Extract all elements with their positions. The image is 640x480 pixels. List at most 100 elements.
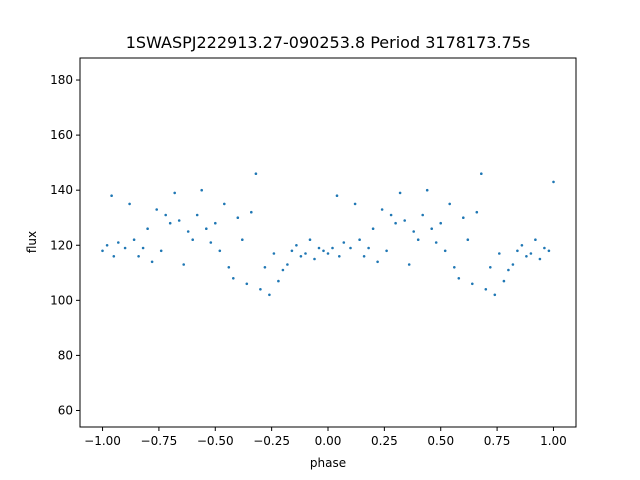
data-point — [507, 268, 510, 272]
data-point — [498, 252, 501, 255]
data-point — [448, 202, 452, 206]
data-point — [317, 246, 321, 250]
x-tick-label: 0.00 — [315, 434, 342, 448]
data-point — [462, 216, 465, 219]
data-point — [281, 268, 285, 272]
data-point — [227, 266, 231, 269]
data-point — [313, 257, 316, 261]
data-point — [525, 254, 528, 258]
data-point — [338, 254, 341, 258]
data-point — [186, 230, 190, 233]
data-point — [358, 238, 361, 241]
data-point — [250, 210, 253, 214]
data-point — [326, 252, 330, 255]
y-tick-label: 160 — [50, 128, 73, 142]
y-axis-label: flux — [25, 231, 39, 253]
data-point — [484, 288, 488, 291]
data-point — [335, 194, 339, 197]
data-point — [101, 249, 104, 253]
data-point — [480, 172, 483, 175]
data-point — [205, 227, 208, 230]
data-point — [286, 263, 289, 266]
data-point — [534, 238, 537, 241]
data-point — [416, 238, 420, 241]
data-point — [277, 279, 280, 283]
data-point — [110, 194, 113, 197]
x-tick-label: −0.25 — [253, 434, 290, 448]
data-point — [254, 172, 258, 175]
data-point — [232, 277, 235, 280]
data-point — [371, 227, 375, 230]
data-point — [331, 246, 334, 250]
data-point — [299, 254, 303, 258]
chart-title: 1SWASPJ222913.27-090253.8 Period 3178173… — [126, 33, 531, 52]
data-point — [362, 254, 366, 258]
data-point — [168, 221, 172, 225]
data-point — [272, 252, 276, 255]
data-point — [421, 213, 425, 217]
data-point — [123, 246, 127, 250]
x-axis-label: phase — [310, 456, 346, 470]
data-point — [367, 246, 370, 250]
y-tick-label: 180 — [50, 73, 73, 87]
data-point — [342, 241, 346, 244]
data-point — [543, 246, 546, 250]
data-point — [453, 266, 456, 269]
data-point — [412, 230, 416, 233]
data-point — [223, 202, 226, 206]
data-point — [159, 249, 163, 253]
data-point — [394, 221, 397, 225]
y-tick-label: 140 — [50, 183, 73, 197]
data-point — [434, 241, 438, 244]
data-point — [146, 227, 149, 230]
y-tick-label: 100 — [50, 293, 73, 307]
data-point — [195, 213, 199, 217]
data-point — [191, 238, 194, 241]
data-point — [182, 263, 185, 266]
x-tick-label: −0.75 — [141, 434, 178, 448]
data-point — [516, 249, 519, 253]
data-point — [137, 254, 140, 258]
x-tick-label: 0.50 — [427, 434, 454, 448]
data-point — [403, 219, 407, 222]
data-point — [353, 202, 357, 206]
y-tick-label: 60 — [58, 403, 73, 417]
data-point — [529, 252, 533, 255]
data-point — [475, 210, 479, 214]
data-point — [164, 213, 167, 217]
data-point — [376, 260, 379, 264]
y-tick-label: 120 — [50, 238, 73, 252]
data-point — [430, 227, 434, 230]
data-point — [466, 238, 470, 241]
data-point — [538, 257, 542, 261]
data-point — [155, 208, 158, 211]
data-point — [173, 191, 176, 195]
data-point — [141, 246, 145, 250]
data-point — [236, 216, 240, 219]
x-axis: −1.00 −0.75 −0.50 −0.25 0.00 0.25 0.50 0.75 1.00 — [84, 427, 567, 448]
data-point — [150, 260, 154, 264]
data-point — [407, 263, 411, 266]
data-point — [209, 241, 213, 244]
data-point — [214, 221, 217, 225]
data-point — [380, 208, 384, 211]
data-point — [471, 282, 474, 286]
data-point — [304, 252, 307, 255]
data-point — [398, 191, 402, 195]
data-point — [502, 279, 506, 283]
data-point — [489, 266, 492, 269]
y-axis: 60 80 100 120 140 160 180 — [50, 73, 80, 417]
data-point — [200, 188, 203, 192]
data-point — [105, 244, 109, 247]
data-point — [241, 238, 244, 241]
data-point — [218, 249, 222, 253]
x-tick-label: 0.75 — [484, 434, 511, 448]
data-points — [101, 172, 555, 297]
x-tick-label: −1.00 — [84, 434, 121, 448]
data-point — [439, 221, 443, 225]
data-point — [552, 180, 555, 184]
data-point — [308, 238, 312, 241]
data-point — [112, 254, 116, 258]
x-tick-label: 0.25 — [371, 434, 398, 448]
